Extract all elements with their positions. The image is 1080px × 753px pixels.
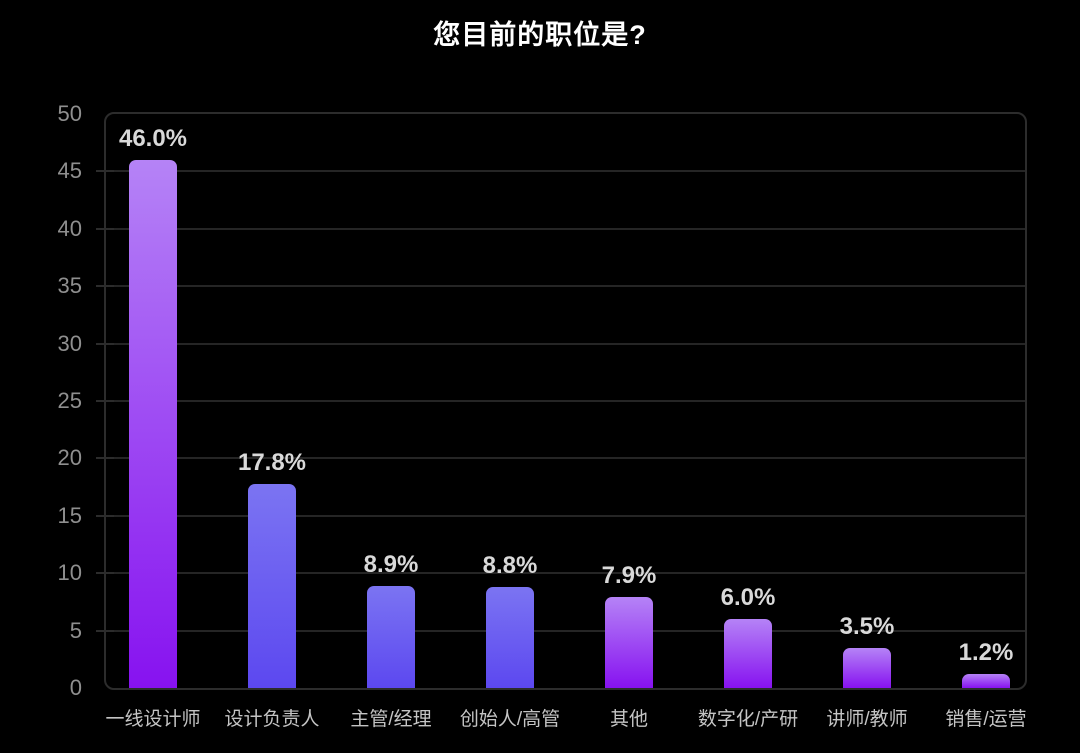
y-axis-tick-label: 50 xyxy=(57,101,82,126)
y-axis-tick xyxy=(96,227,114,230)
y-axis-tick xyxy=(96,572,114,575)
y-axis-tick-label: 35 xyxy=(57,273,82,299)
bar-value-label: 8.8% xyxy=(482,551,538,579)
gridline xyxy=(106,342,1025,345)
y-axis-tick xyxy=(96,514,114,517)
bar xyxy=(248,483,296,688)
x-axis-category-label: 创始人/高管 xyxy=(459,709,561,730)
bar-value-label: 8.9% xyxy=(363,550,419,578)
gridline xyxy=(106,457,1025,460)
bar-value-label: 46.0% xyxy=(118,124,188,152)
y-axis-tick-label: 0 xyxy=(69,675,82,700)
y-axis-tick xyxy=(96,285,114,288)
bar-value-label: 6.0% xyxy=(720,584,776,612)
x-axis-category-label: 销售/运营 xyxy=(945,709,1027,730)
plot-area: 0 5 10 15 20 25 30 35 40 45 50 46.0% 一线设计师 17.8% 设计负责人… xyxy=(58,103,1027,729)
x-axis-category-label: 一线设计师 xyxy=(105,709,201,730)
y-axis-tick-label: 15 xyxy=(57,502,82,528)
y-axis-tick xyxy=(96,629,114,632)
bar xyxy=(724,619,772,688)
y-axis-tick xyxy=(96,400,114,402)
y-axis-tick xyxy=(96,342,114,345)
y-axis-tick xyxy=(96,457,114,460)
y-axis-tick-label: 40 xyxy=(57,215,82,241)
bar xyxy=(843,647,891,688)
gridline xyxy=(106,285,1025,288)
gridline xyxy=(106,227,1025,230)
gridline xyxy=(106,629,1025,632)
gridline xyxy=(106,572,1025,575)
bar-value-label: 1.2% xyxy=(958,639,1014,667)
x-axis-category-label: 讲师/教师 xyxy=(826,709,908,730)
x-axis-category-label: 其他 xyxy=(609,709,649,730)
chart-title: 您目前的职位是? xyxy=(433,20,647,50)
y-axis-tick-label: 10 xyxy=(57,560,82,586)
bar-value-label: 7.9% xyxy=(601,562,657,590)
x-axis-category-label: 设计负责人 xyxy=(224,709,320,730)
y-axis-tick xyxy=(96,170,114,173)
bar xyxy=(367,585,415,688)
y-axis-tick-label: 25 xyxy=(57,388,82,413)
bar xyxy=(486,586,534,688)
gridline xyxy=(106,514,1025,517)
bar-value-label: 3.5% xyxy=(839,612,895,640)
gridline xyxy=(106,170,1025,173)
y-axis-tick-label: 45 xyxy=(57,158,82,184)
y-axis-tick-label: 20 xyxy=(57,445,82,471)
gridline xyxy=(106,400,1025,402)
x-axis-category-label: 主管/经理 xyxy=(350,709,432,730)
bar xyxy=(129,159,177,688)
x-axis-category-label: 数字化/产研 xyxy=(697,709,799,730)
y-axis-tick-label: 30 xyxy=(57,330,82,356)
bar-value-label: 17.8% xyxy=(237,448,307,476)
bar xyxy=(962,674,1010,688)
y-axis-tick-label: 5 xyxy=(69,617,82,643)
bar xyxy=(605,597,653,688)
